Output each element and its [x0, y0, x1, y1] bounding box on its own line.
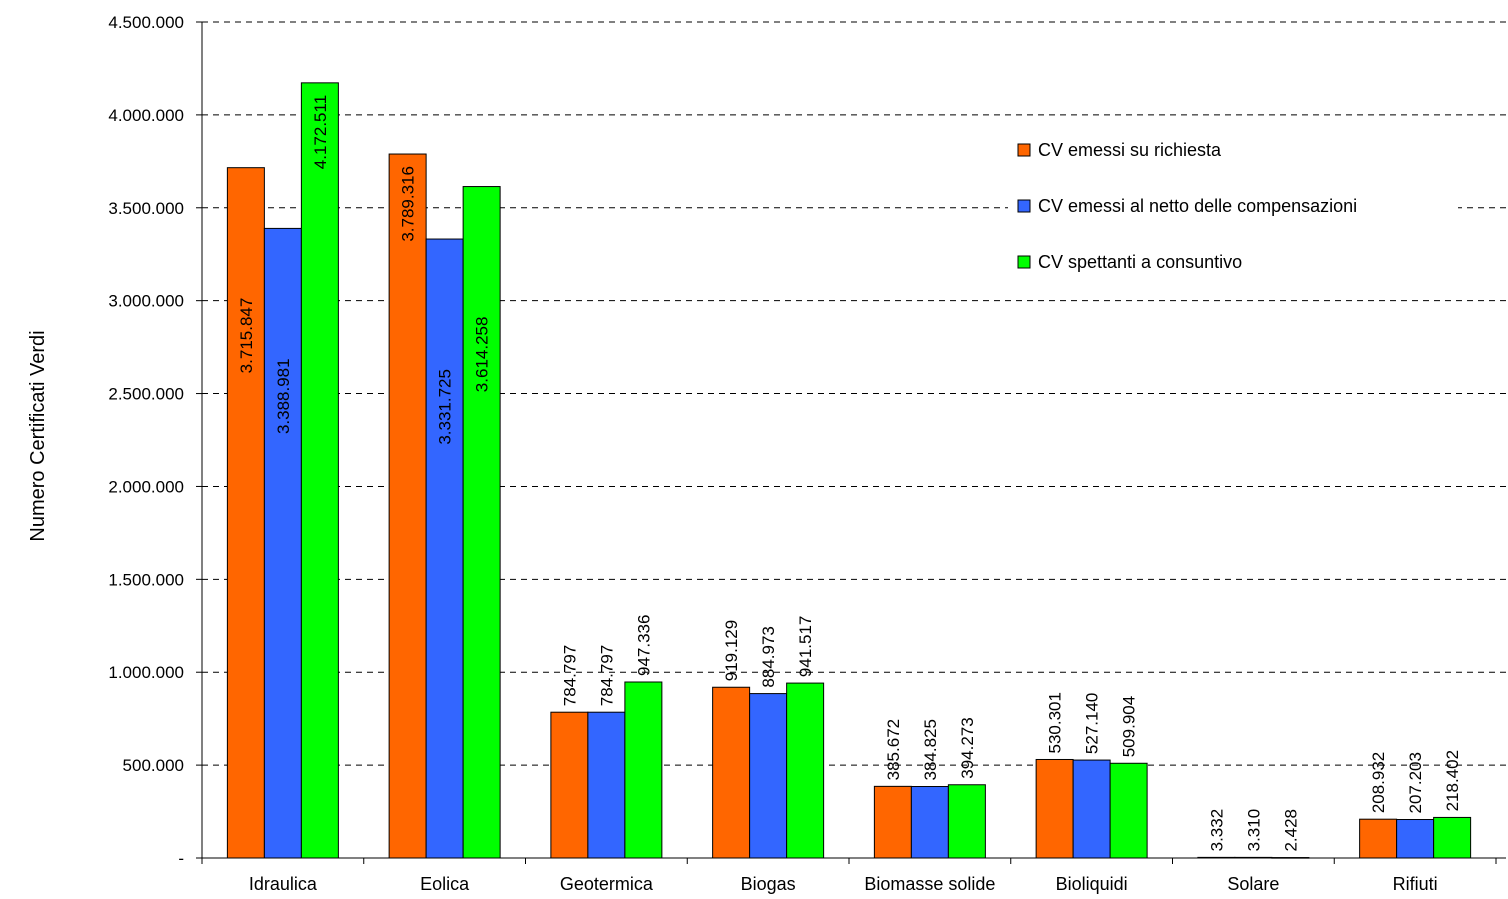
y-tick-label: 500.000 — [123, 756, 184, 775]
y-tick-label: 1.000.000 — [108, 663, 184, 682]
bar — [1035, 758, 1074, 859]
bar — [1109, 762, 1148, 859]
bar — [1396, 819, 1435, 859]
data-label: 207.203 — [1406, 752, 1425, 813]
x-tick-label: Solare — [1227, 874, 1279, 894]
x-tick-label: Bioliquidi — [1056, 874, 1128, 894]
data-label: 3.789.316 — [399, 166, 418, 242]
axes: - 500.000 1.000.000 1.500.000 2.000.000 2.500… — [108, 13, 1506, 894]
bar — [462, 186, 501, 859]
bar — [263, 227, 302, 859]
bar — [624, 681, 663, 859]
y-tick-label: 1.500.000 — [108, 570, 184, 589]
y-axis-label: Numero Certificati Verdi — [27, 330, 49, 541]
data-label: 530.301 — [1046, 692, 1065, 753]
data-label: 208.932 — [1369, 752, 1388, 813]
legend-label: CV spettanti a consuntivo — [1038, 252, 1242, 272]
legend-background — [1008, 130, 1458, 286]
legend-swatch — [1017, 255, 1031, 269]
x-tick-label: Idraulica — [249, 874, 318, 894]
bar — [1433, 816, 1472, 859]
data-label: 4.172.511 — [311, 95, 330, 169]
bar — [388, 153, 427, 859]
y-tick-label: - — [178, 849, 184, 868]
data-label: 527.140 — [1083, 693, 1102, 754]
legend-swatch — [1017, 199, 1031, 213]
data-label: 3.715.847 — [237, 298, 256, 374]
y-tick-label: 3.000.000 — [108, 292, 184, 311]
data-label: 3.310 — [1244, 809, 1263, 852]
data-label: 941.517 — [796, 616, 815, 677]
bar — [300, 82, 339, 859]
bar — [786, 682, 825, 859]
data-labels: 3.715.847 3.388.981 4.172.511 3.789.316 3.33… — [237, 95, 1462, 852]
x-tick-label: Rifiuti — [1393, 874, 1438, 894]
bar — [910, 786, 949, 859]
data-label: 784.797 — [597, 645, 616, 706]
y-tick-label: 4.000.000 — [108, 106, 184, 125]
data-label: 384.825 — [921, 719, 940, 780]
x-tick-label: Biogas — [741, 874, 796, 894]
data-label: 218.402 — [1443, 750, 1462, 811]
data-label: 784.797 — [560, 645, 579, 706]
gridlines — [202, 21, 1506, 766]
data-label: 3.331.725 — [436, 369, 455, 445]
bars — [226, 82, 1472, 859]
y-tick-label: 2.500.000 — [108, 385, 184, 404]
bar — [1359, 818, 1398, 859]
data-label: 385.672 — [884, 719, 903, 780]
data-label: 2.428 — [1281, 809, 1300, 852]
bar — [425, 238, 464, 859]
legend-label: CV emessi su richiesta — [1038, 140, 1222, 160]
bar — [947, 784, 986, 859]
bar — [587, 711, 626, 859]
y-tick-label: 3.500.000 — [108, 199, 184, 218]
legend-label: CV emessi al netto delle compensazioni — [1038, 196, 1357, 216]
x-tick-label: Biomasse solide — [864, 874, 995, 894]
data-label: 919.129 — [722, 620, 741, 681]
x-tick-label: Eolica — [420, 874, 470, 894]
data-label: 394.273 — [958, 717, 977, 778]
data-label: 884.973 — [759, 626, 778, 687]
bar — [712, 686, 751, 859]
y-tick-label: 4.500.000 — [108, 13, 184, 32]
data-label: 947.336 — [634, 615, 653, 676]
legend-swatch — [1017, 143, 1031, 157]
data-label: 3.332 — [1207, 809, 1226, 852]
data-label: 3.614.258 — [473, 317, 492, 393]
bar — [550, 711, 589, 859]
legend: CV emessi su richiesta CV emessi al netto… — [1008, 130, 1458, 286]
data-label: 509.904 — [1120, 696, 1139, 757]
bar — [1072, 759, 1111, 859]
bar — [226, 167, 265, 859]
bar — [749, 693, 788, 859]
y-tick-label: 2.000.000 — [108, 477, 184, 496]
data-label: 3.388.981 — [274, 358, 293, 434]
x-tick-label: Geotermica — [560, 874, 654, 894]
bar — [873, 785, 912, 859]
